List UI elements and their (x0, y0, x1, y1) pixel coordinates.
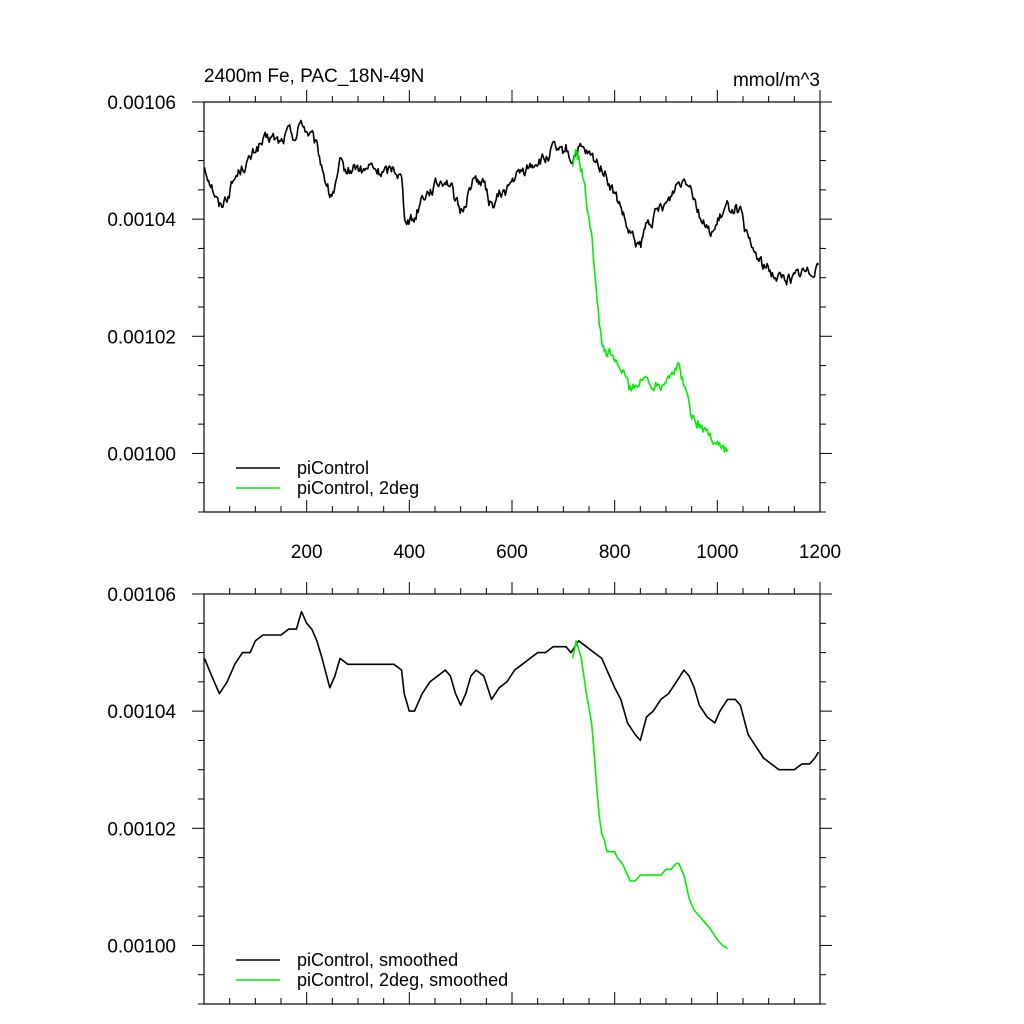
legend-label: piControl, 2deg (297, 478, 419, 498)
series-line-picontrol (203, 119, 820, 286)
x-tick-label: 1200 (799, 542, 841, 563)
chart-title: 2400m Fe, PAC_18N-49N (204, 66, 424, 87)
legend-label: piControl (297, 458, 369, 478)
y-tick-label: 0.00106 (107, 93, 176, 114)
y-tick-label: 0.00106 (107, 585, 176, 606)
x-tick-label: 1000 (696, 542, 738, 563)
y-tick-label: 0.00100 (107, 444, 176, 465)
x-tick-label: 400 (393, 542, 425, 563)
legend-label: piControl, 2deg, smoothed (297, 970, 508, 990)
top-axis-ticks (192, 90, 832, 513)
y-tick-label: 0.00102 (107, 327, 176, 348)
y-tick-label: 0.00104 (107, 210, 176, 231)
legend-label: piControl, smoothed (297, 950, 458, 970)
top-panel: 2400m Fe, PAC_18N-49N mmol/m^3 0.001060.… (107, 66, 841, 563)
units-label: mmol/m^3 (733, 70, 820, 91)
x-tick-label: 200 (291, 542, 323, 563)
y-tick-label: 0.00102 (107, 819, 176, 840)
x-tick-label: 600 (496, 542, 528, 563)
bottom-series (203, 610, 820, 950)
y-tick-label: 0.00104 (107, 702, 176, 723)
bottom-plot-frame (203, 593, 821, 1005)
top-series (203, 119, 820, 453)
bottom-y-tick-labels: 0.00106 0.00104 0.00102 0.00100 (107, 585, 176, 957)
top-y-tick-labels: 0.00106 0.00104 0.00102 0.00100 (107, 93, 176, 465)
x-tick-label: 800 (599, 542, 631, 563)
series-line-picontrol-2deg (571, 149, 729, 453)
y-tick-label: 0.00100 (107, 936, 176, 957)
series-line-picontrol-2deg (571, 640, 729, 950)
bottom-panel: 0.00106 0.00104 0.00102 0.00100 piControl, … (107, 582, 832, 1005)
top-x-tick-labels: 200 400 600 800 1000 1200 (291, 542, 841, 563)
series-line-picontrol (203, 610, 820, 771)
bottom-axis-ticks (192, 582, 832, 1005)
